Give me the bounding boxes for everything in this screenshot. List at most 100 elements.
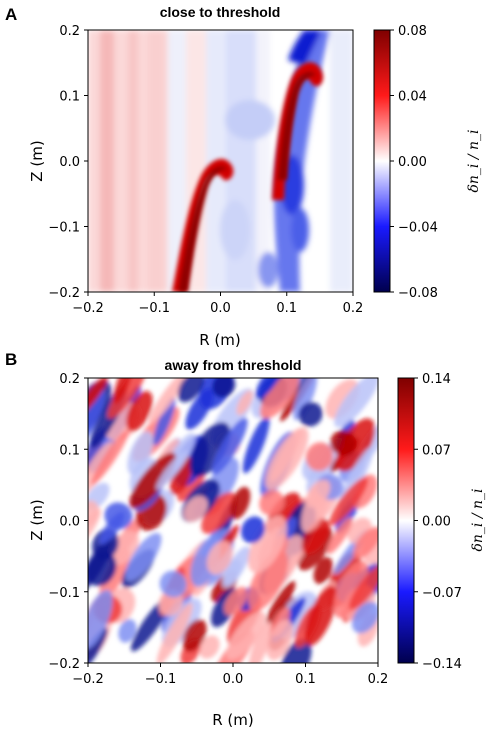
positive-fluctuation-blob bbox=[247, 515, 288, 573]
negative-fluctuation-blob bbox=[159, 570, 187, 598]
positive-fluctuation-blob bbox=[182, 619, 207, 652]
positive-fluctuation-blob bbox=[156, 602, 193, 663]
negative-fluctuation-blob bbox=[242, 415, 270, 474]
negative-fluctuation-blob bbox=[88, 589, 113, 650]
panel-b-title: away from threshold bbox=[165, 357, 302, 373]
panel-b-colorbar-gradient bbox=[397, 377, 415, 664]
negative-fluctuation-blob bbox=[255, 378, 284, 399]
y-tick-label: 0.0 bbox=[59, 515, 80, 530]
negative-fluctuation-blob bbox=[118, 619, 137, 643]
positive-fluctuation-blob bbox=[305, 479, 331, 508]
panel-a-heatmap bbox=[88, 30, 353, 292]
positive-fluctuation-blob bbox=[349, 564, 378, 610]
positive-fluctuation-blob bbox=[270, 428, 303, 483]
positive-fluctuation-blob bbox=[236, 390, 253, 416]
colorbar-tick-label: 0.07 bbox=[422, 443, 451, 458]
positive-fluctuation-blob bbox=[266, 580, 296, 626]
negative-fluctuation-blob bbox=[351, 601, 378, 634]
panel-a-letter: A bbox=[5, 5, 17, 24]
panel-b-colorbar-ticks: 0.14 0.07 0.00 −0.07 −0.14 bbox=[414, 372, 462, 672]
colorbar-tick-label: −0.08 bbox=[398, 286, 438, 301]
panel-a-y-axis: 0.2 0.1 0.0 −0.1 −0.2 bbox=[48, 24, 88, 301]
negative-fluctuation-blob bbox=[334, 378, 378, 428]
y-tick-label: −0.2 bbox=[48, 286, 80, 301]
negative-fluctuation-blob bbox=[99, 512, 125, 545]
positive-fluctuation-blob bbox=[113, 378, 133, 404]
positive-fluctuation-blob bbox=[201, 492, 237, 534]
colorbar-tick-label: −0.07 bbox=[422, 586, 462, 601]
colorbar-tick-label: 0.00 bbox=[398, 155, 427, 170]
panel-a-colorbar-label: δn_i / n_i bbox=[466, 129, 482, 192]
colorbar-tick-label: 0.14 bbox=[422, 372, 451, 387]
y-tick-label: 0.0 bbox=[59, 155, 80, 170]
panel-a: A close to threshold bbox=[5, 4, 482, 349]
y-tick-label: 0.2 bbox=[59, 372, 80, 387]
panel-b-y-axis: 0.2 0.1 0.0 −0.1 −0.2 bbox=[48, 372, 88, 672]
positive-fluctuation-blob bbox=[198, 635, 220, 659]
negative-fluctuation-blob bbox=[241, 516, 266, 544]
negative-fluctuation-blob bbox=[88, 390, 106, 444]
negative-fluctuation-blob bbox=[153, 396, 176, 446]
panel-b-ylabel: Z (m) bbox=[28, 499, 46, 540]
panel-b-letter: B bbox=[5, 350, 17, 369]
negative-fluctuation-blob bbox=[293, 378, 318, 421]
positive-fluctuation-blob bbox=[169, 456, 193, 496]
positive-fluctuation-blob bbox=[313, 557, 333, 584]
negative-fluctuation-blob bbox=[155, 450, 189, 490]
panel-b-xlabel: R (m) bbox=[212, 711, 254, 729]
negative-fluctuation-blob bbox=[127, 431, 154, 475]
positive-fluctuation-blob bbox=[177, 469, 205, 502]
positive-fluctuation-blob bbox=[230, 486, 251, 520]
panel-b: B away from threshold 0.20.10.0−0.1−0.2 … bbox=[5, 350, 486, 729]
negative-fluctuation-blob bbox=[280, 638, 312, 663]
panel-a-ylabel: Z (m) bbox=[28, 140, 46, 181]
panel-a-colorbar-ticks: 0.08 0.04 0.00 −0.04 −0.08 bbox=[390, 24, 438, 301]
panel-b-x-axis: −0.2 −0.1 0.0 0.1 0.2 bbox=[72, 663, 388, 687]
positive-fluctuation-blob bbox=[266, 619, 294, 661]
positive-fluctuation-blob bbox=[259, 489, 284, 516]
positive-fluctuation-blob bbox=[91, 429, 130, 485]
panel-b-colorbar-label: δn_i / n_i bbox=[470, 488, 486, 551]
negative-fluctuation-blob bbox=[125, 532, 162, 581]
negative-fluctuation-blob bbox=[189, 422, 231, 477]
positive-fluctuation-blob bbox=[330, 430, 357, 456]
positive-fluctuation-blob bbox=[183, 496, 208, 523]
positive-fluctuation-blob bbox=[226, 611, 266, 660]
panel-a-colorbar-gradient bbox=[373, 29, 391, 293]
x-tick-label: −0.1 bbox=[138, 301, 170, 316]
negative-fluctuation-blob bbox=[298, 402, 323, 427]
colorbar-tick-label: 0.04 bbox=[398, 90, 427, 105]
panel-a-x-axis: −0.2 −0.1 0.0 0.1 0.2 bbox=[72, 292, 363, 316]
positive-fluctuation-blob bbox=[126, 390, 153, 432]
positive-fluctuation-blob bbox=[260, 378, 300, 419]
positive-fluctuation-blob bbox=[326, 517, 353, 555]
x-tick-label: 0.0 bbox=[210, 301, 231, 316]
positive-fluctuation-blob bbox=[129, 452, 177, 509]
positive-fluctuation-blob bbox=[88, 378, 108, 418]
positive-fluctuation-blob bbox=[333, 561, 369, 619]
positive-fluctuation-blob bbox=[88, 508, 101, 545]
panel-b-colorbar: 0.14 0.07 0.00 −0.07 −0.14 δn_i / n_i bbox=[397, 372, 486, 672]
colorbar-tick-label: −0.04 bbox=[398, 221, 438, 236]
panel-a-xlabel: R (m) bbox=[199, 331, 241, 349]
positive-fluctuation-blob bbox=[305, 442, 334, 472]
negative-fluctuation-blob bbox=[212, 378, 236, 398]
positive-fluctuation-blob bbox=[148, 378, 187, 424]
positive-fluctuation-blob bbox=[329, 477, 368, 526]
x-tick-label: 0.2 bbox=[343, 301, 364, 316]
colorbar-tick-label: 0.08 bbox=[398, 24, 427, 39]
x-tick-label: 0.1 bbox=[276, 301, 297, 316]
x-tick-label: 0.2 bbox=[368, 672, 389, 687]
panel-b-heatmap bbox=[88, 378, 378, 663]
positive-fluctuation-blob bbox=[224, 586, 248, 616]
positive-fluctuation-blob bbox=[304, 585, 337, 646]
negative-fluctuation-blob bbox=[211, 417, 248, 475]
y-tick-label: 0.1 bbox=[59, 443, 80, 458]
panel-a-title: close to threshold bbox=[160, 4, 281, 20]
colorbar-tick-label: 0.00 bbox=[422, 515, 451, 530]
x-tick-label: 0.0 bbox=[223, 672, 244, 687]
negative-fluctuation-blob bbox=[185, 388, 214, 430]
y-tick-label: −0.1 bbox=[48, 221, 80, 236]
positive-fluctuation-blob bbox=[248, 621, 272, 663]
